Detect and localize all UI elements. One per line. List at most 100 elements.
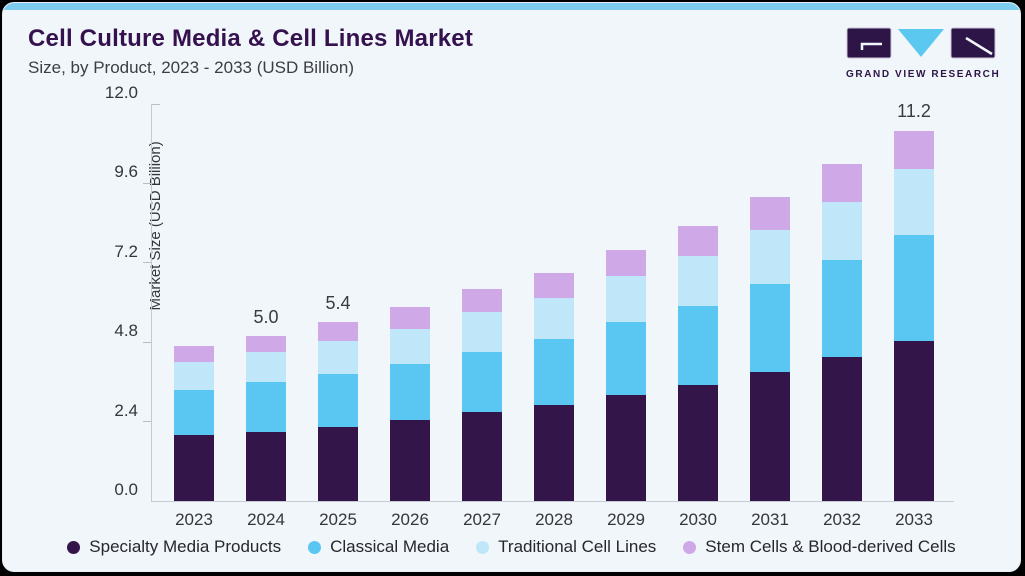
bar-segment bbox=[174, 345, 214, 363]
legend-dot-icon bbox=[67, 540, 81, 554]
bars-container: 2023 5.0 2024 5.4 2025 2026 2027 2028 2029 2030 20… bbox=[152, 101, 954, 529]
x-axis-label: 2023 bbox=[175, 510, 213, 529]
legend-dot-icon bbox=[683, 540, 697, 554]
bar-segment bbox=[678, 305, 718, 386]
legend-label: Specialty Media Products bbox=[89, 537, 282, 556]
logo-wordmark: GRAND VIEW RESEARCH bbox=[846, 69, 1001, 80]
bar-2023: 2023 bbox=[174, 345, 214, 529]
y-axis-tick-label: 12.0 bbox=[104, 83, 138, 102]
bar-segment bbox=[534, 272, 574, 298]
bar-segment bbox=[462, 411, 502, 501]
legend-label: Traditional Cell Lines bbox=[498, 537, 657, 556]
page-subtitle: Size, by Product, 2023 - 2033 (USD Billi… bbox=[28, 58, 354, 77]
legend-item: Traditional Cell Lines bbox=[476, 537, 656, 557]
bar-segment bbox=[390, 307, 430, 329]
legend-item: Specialty Media Products bbox=[67, 537, 281, 557]
bar-2031: 2031 bbox=[750, 196, 790, 529]
bar-segment bbox=[606, 276, 646, 323]
x-axis-label: 2029 bbox=[607, 510, 645, 529]
bar-segment bbox=[822, 201, 862, 260]
page-title: Cell Culture Media & Cell Lines Market bbox=[28, 25, 474, 52]
bar-total-label: 5.0 bbox=[253, 306, 279, 327]
y-axis-tick-label: 0.0 bbox=[114, 480, 138, 499]
bar-segment bbox=[534, 338, 574, 406]
bar-segment bbox=[534, 297, 574, 339]
x-axis-label: 2032 bbox=[823, 510, 861, 529]
bar-segment bbox=[462, 312, 502, 353]
bar-segment bbox=[462, 352, 502, 412]
y-axis-tick bbox=[152, 103, 160, 105]
bar-total-label: 11.2 bbox=[897, 101, 931, 122]
bar-segment bbox=[894, 234, 934, 341]
legend-label: Stem Cells & Blood-derived Cells bbox=[705, 537, 956, 556]
bar-2030: 2030 bbox=[678, 226, 718, 529]
header: Cell Culture Media & Cell Lines Market S… bbox=[28, 25, 473, 78]
bar-segment bbox=[246, 335, 286, 353]
x-axis-label: 2031 bbox=[751, 510, 789, 529]
grand-view-research-logo: GRAND VIEW RESEARCH bbox=[846, 27, 1001, 80]
bar-segment bbox=[894, 130, 934, 169]
bar-segment bbox=[318, 322, 358, 341]
bar-segment bbox=[606, 249, 646, 277]
legend-item: Classical Media bbox=[308, 537, 449, 557]
legend: Specialty Media Products Classical Media T… bbox=[3, 537, 1020, 557]
bar-segment bbox=[750, 284, 790, 372]
bar-segment bbox=[894, 340, 934, 501]
bar-total-label: 5.4 bbox=[325, 293, 351, 314]
x-axis-label: 2026 bbox=[391, 510, 429, 529]
bar-2025: 5.4 2025 bbox=[318, 293, 358, 529]
legend-label: Classical Media bbox=[330, 537, 450, 556]
bar-segment bbox=[750, 196, 790, 230]
x-axis-label: 2028 bbox=[535, 510, 573, 529]
y-axis-tick-label: 7.2 bbox=[114, 241, 138, 261]
stacked-bar-chart: 0.0 2.4 4.8 7.2 9.6 12.0 2023 5.0 2024 5.4 2025 202… bbox=[105, 83, 954, 529]
y-axis-tick bbox=[143, 182, 151, 184]
x-axis-label: 2030 bbox=[679, 510, 717, 529]
bar-segment bbox=[822, 163, 862, 202]
y-axis-tick bbox=[143, 341, 151, 343]
bar-segment bbox=[678, 226, 718, 257]
bar-segment bbox=[174, 434, 214, 501]
bar-segment bbox=[462, 289, 502, 313]
x-axis-label: 2033 bbox=[895, 510, 933, 529]
y-axis-tick-label: 4.8 bbox=[114, 321, 138, 341]
bar-2026: 2026 bbox=[390, 307, 430, 529]
bar-2033: 11.2 2033 bbox=[894, 101, 934, 529]
gvr-logo-icon bbox=[846, 27, 996, 59]
x-axis-label: 2024 bbox=[247, 510, 285, 529]
bar-2029: 2029 bbox=[606, 249, 646, 529]
legend-dot-icon bbox=[308, 540, 322, 554]
bar-segment bbox=[390, 419, 430, 501]
bar-segment bbox=[678, 256, 718, 306]
bar-segment bbox=[822, 357, 862, 501]
bar-segment bbox=[534, 405, 574, 501]
bar-segment bbox=[750, 229, 790, 285]
bar-segment bbox=[606, 395, 646, 501]
bar-segment bbox=[174, 390, 214, 435]
accent-strip bbox=[3, 3, 1020, 10]
bar-2028: 2028 bbox=[534, 272, 574, 529]
bar-segment bbox=[246, 431, 286, 501]
bar-segment bbox=[750, 371, 790, 501]
x-axis-label: 2027 bbox=[463, 510, 501, 529]
bar-2027: 2027 bbox=[462, 289, 502, 529]
legend-item: Stem Cells & Blood-derived Cells bbox=[683, 537, 956, 557]
bar-segment bbox=[606, 322, 646, 396]
bar-2024: 5.0 2024 bbox=[246, 307, 286, 529]
bar-segment bbox=[390, 328, 430, 364]
y-axis-tick-label: 2.4 bbox=[114, 400, 138, 420]
y-axis-tick bbox=[143, 262, 151, 264]
bar-segment bbox=[390, 363, 430, 420]
x-axis-label: 2025 bbox=[319, 510, 357, 529]
y-axis-tick bbox=[143, 421, 151, 423]
bar-segment bbox=[678, 385, 718, 501]
bar-segment bbox=[822, 259, 862, 358]
bar-segment bbox=[318, 340, 358, 374]
bar-segment bbox=[894, 168, 934, 235]
y-axis-tick-label: 9.6 bbox=[114, 162, 138, 182]
bar-segment bbox=[246, 381, 286, 432]
bar-2032: 2032 bbox=[822, 163, 862, 529]
bar-segment bbox=[174, 362, 214, 391]
bar-segment bbox=[318, 373, 358, 427]
